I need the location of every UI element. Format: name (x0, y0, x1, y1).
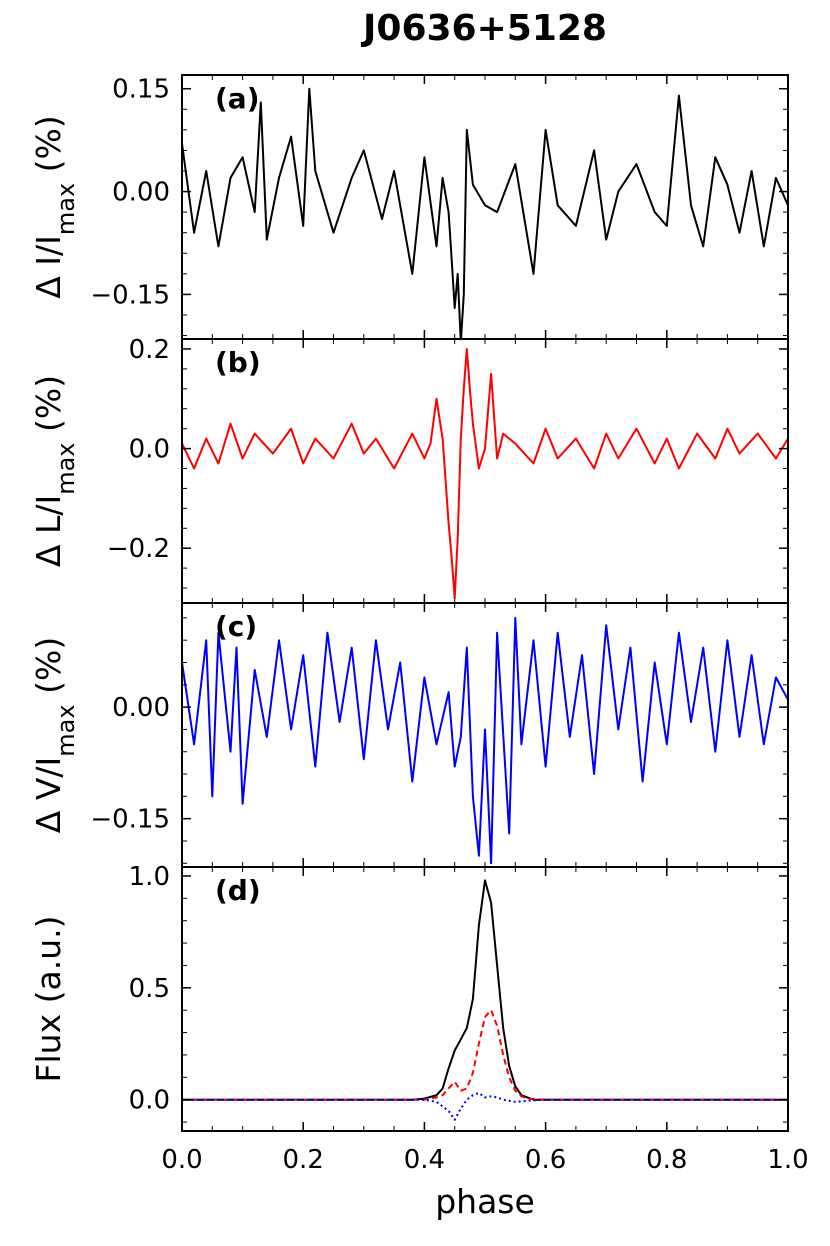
xtick-label: 0.4 (404, 1145, 445, 1175)
xtick-label: 0.8 (646, 1145, 687, 1175)
ytick-label: 0.15 (112, 75, 170, 105)
series-d-3 (182, 1092, 788, 1121)
ytick-label: 0.5 (129, 974, 170, 1004)
panel-a: 0.15 0.00 −0.15 (a) Δ I/Imax (%) (29, 74, 789, 340)
panel-d: 1.0 0.5 0.0 (d) Flux (a.u.) (29, 862, 789, 1132)
xtick-label: 0.0 (161, 1145, 202, 1175)
y-axis-label: Δ V/Imax (%) (29, 637, 80, 833)
ytick-label: 0.0 (129, 435, 170, 465)
figure-title: J0636+5128 (360, 8, 607, 49)
series-c-1 (182, 616, 788, 865)
x-axis-tick-labels: 0.0 0.2 0.4 0.6 0.8 1.0 (161, 1145, 808, 1175)
xtick-label: 1.0 (767, 1145, 808, 1175)
panel-frame (181, 866, 789, 1132)
y-axis-label: Flux (a.u.) (29, 916, 68, 1083)
ytick-label: 0.00 (112, 693, 170, 723)
panel-frame (181, 338, 789, 604)
panel-b: 0.2 0.0 −0.2 (b) Δ L/Imax (%) (29, 335, 789, 604)
panel-label: (a) (215, 82, 260, 115)
panel-label: (b) (215, 346, 261, 379)
ytick-label: 0.0 (129, 1086, 170, 1116)
series-d-1 (182, 879, 788, 1101)
series-d-2 (182, 1009, 788, 1101)
ytick-label: −0.15 (90, 805, 170, 835)
series-b-1 (182, 348, 788, 599)
panel-c: 0.00 −0.15 (c) Δ V/Imax (%) (29, 602, 789, 868)
ytick-label: −0.15 (90, 280, 170, 310)
ytick-label: 0.00 (112, 178, 170, 208)
y-axis-label: Δ I/Imax (%) (29, 115, 80, 299)
panel-label: (d) (215, 874, 261, 907)
y-axis-label: Δ L/Imax (%) (29, 375, 80, 567)
xtick-label: 0.2 (283, 1145, 324, 1175)
xtick-label: 0.6 (525, 1145, 566, 1175)
panel-label: (c) (215, 610, 257, 643)
ytick-label: −0.2 (107, 534, 170, 564)
ytick-label: 0.2 (129, 335, 170, 365)
ytick-label: 1.0 (129, 862, 170, 892)
x-axis-label: phase (435, 1182, 535, 1221)
panels: 0.15 0.00 −0.15 (a) Δ I/Imax (%) 0.2 0.0 −0.2 (b… (29, 74, 789, 1132)
series-a-1 (182, 87, 788, 339)
